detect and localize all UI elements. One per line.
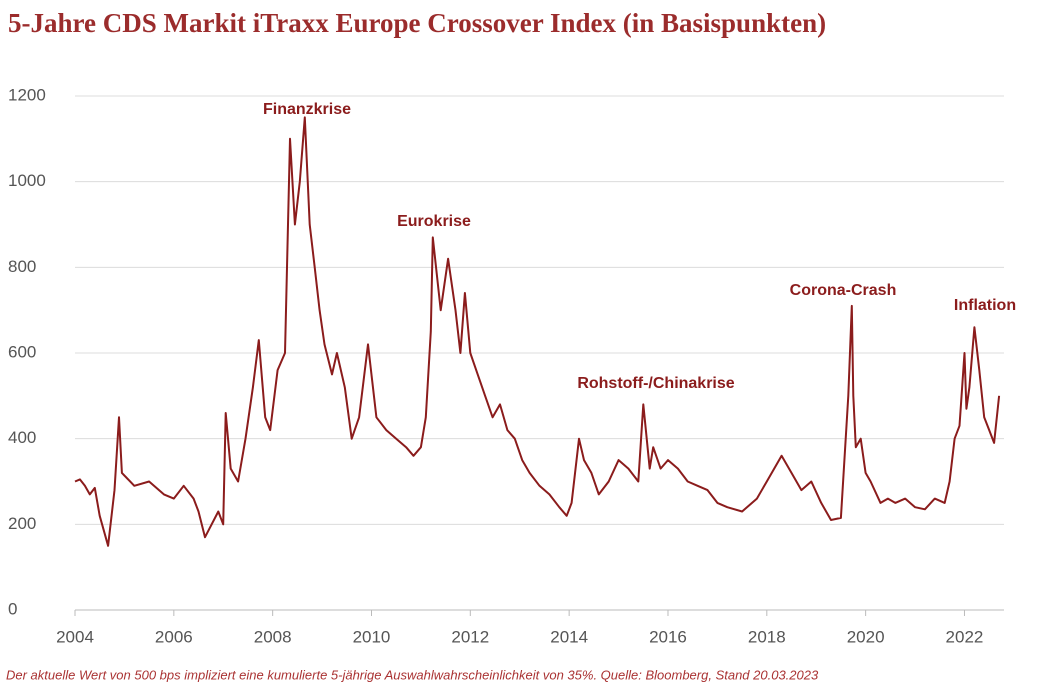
y-tick-label: 200 <box>8 514 36 533</box>
x-tick-label: 2006 <box>155 627 193 646</box>
y-tick-label: 1000 <box>8 171 46 190</box>
y-tick-label: 0 <box>8 599 17 618</box>
x-tick-label: 2010 <box>353 627 391 646</box>
y-tick-label: 1200 <box>8 85 46 104</box>
x-tick-label: 2016 <box>649 627 687 646</box>
y-tick-label: 800 <box>8 257 36 276</box>
x-tick-label: 2020 <box>847 627 885 646</box>
y-tick-label: 400 <box>8 428 36 447</box>
annotation: Eurokrise <box>397 213 471 230</box>
y-tick-label: 600 <box>8 342 36 361</box>
x-tick-label: 2008 <box>254 627 292 646</box>
x-tick-label: 2014 <box>550 627 588 646</box>
annotation: Finanzkrise <box>263 101 351 118</box>
x-tick-label: 2022 <box>946 627 984 646</box>
footnote: Der aktuelle Wert von 500 bps impliziert… <box>6 667 819 682</box>
annotation: Corona-Crash <box>790 282 897 299</box>
x-tick-label: 2012 <box>451 627 489 646</box>
chart-title: 5-Jahre CDS Markit iTraxx Europe Crossov… <box>8 8 826 38</box>
annotation: Rohstoff-/Chinakrise <box>577 375 734 392</box>
annotation: Inflation <box>954 297 1016 314</box>
line <box>74 116 1001 547</box>
x-tick-label: 2018 <box>748 627 786 646</box>
x-tick-label: 2004 <box>56 627 94 646</box>
